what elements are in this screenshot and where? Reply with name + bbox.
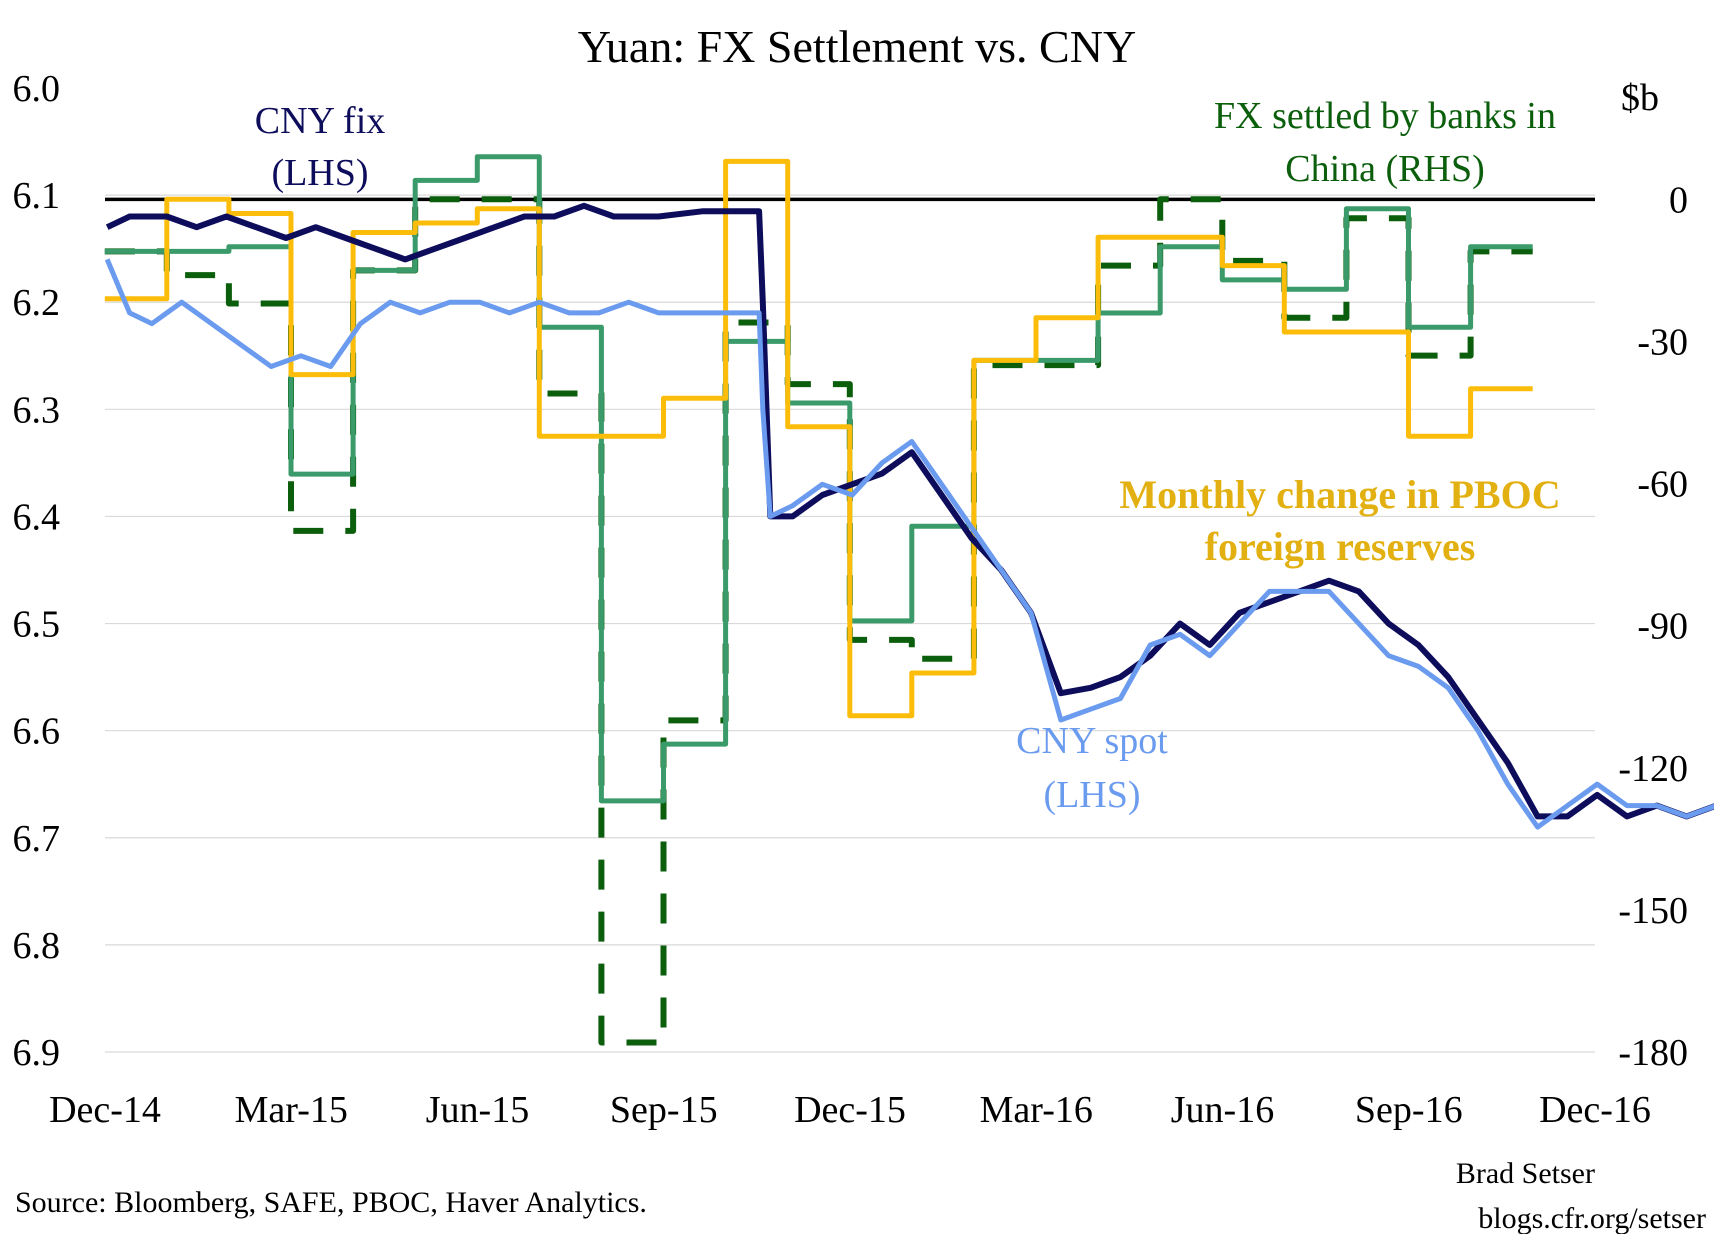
cny-spot-label-line-2: (LHS) [1043,774,1140,816]
right-axis-unit-label: $b [1621,77,1659,119]
right-tick-label: -90 [1637,606,1688,648]
right-tick-label: -60 [1637,464,1688,506]
x-tick-label: Dec-16 [1539,1089,1651,1131]
cny-fix-label-line-1: CNY fix [255,100,386,142]
fx-settled-label-line-2: China (RHS) [1285,148,1485,190]
x-tick-label: Jun-15 [426,1089,529,1131]
x-tick-label: Mar-16 [980,1089,1093,1131]
pboc-reserves-line [104,158,1533,719]
cny-fix-label-line-2: (LHS) [271,152,368,194]
left-tick-label: 6.3 [13,389,61,431]
x-tick-label: Dec-15 [794,1089,906,1131]
cny-fix-line [105,202,1714,820]
pboc-label-line-2: foreign reserves [1205,524,1476,569]
source-note: Source: Bloomberg, SAFE, PBOC, Haver Ana… [15,1186,647,1219]
x-tick-label: Mar-15 [235,1089,348,1131]
fx-settled-label-line-1: FX settled by banks in [1214,95,1556,137]
right-tick-label: -30 [1637,321,1688,363]
left-tick-label: 6.9 [13,1032,61,1074]
right-tick-label: -150 [1618,890,1688,932]
fx-settled-dashed-line [104,196,1533,1046]
cny-spot-line [104,258,1714,830]
axis-ticks: 6.0 6.1 6.2 6.3 6.4 6.5 6.6 6.7 6.8 6.9 0 -30 -60 -90… [13,68,1689,1131]
x-tick-label: Sep-16 [1355,1089,1463,1131]
left-tick-label: 6.2 [13,282,61,324]
right-tick-label: -120 [1618,748,1688,790]
x-tick-label: Sep-15 [610,1089,718,1131]
blog-url: blogs.cfr.org/setser [1478,1202,1706,1234]
left-tick-label: 6.4 [13,496,61,538]
left-tick-label: 6.1 [13,175,61,217]
left-tick-label: 6.6 [13,711,61,753]
left-tick-label: 6.7 [13,818,61,860]
x-tick-label: Jun-16 [1171,1089,1274,1131]
series-layer [104,154,1714,1046]
pboc-label-line-1: Monthly change in PBOC [1119,472,1560,517]
left-tick-label: 6.5 [13,604,61,646]
author-name: Brad Setser [1456,1157,1595,1190]
left-tick-label: 6.8 [13,925,61,967]
chart-title: Yuan: FX Settlement vs. CNY [578,21,1136,72]
cny-spot-label-line-1: CNY spot [1016,720,1168,762]
x-tick-label: Dec-14 [49,1089,161,1131]
right-tick-label: 0 [1669,179,1688,221]
right-tick-label: -180 [1618,1032,1688,1074]
left-tick-label: 6.0 [13,68,61,110]
